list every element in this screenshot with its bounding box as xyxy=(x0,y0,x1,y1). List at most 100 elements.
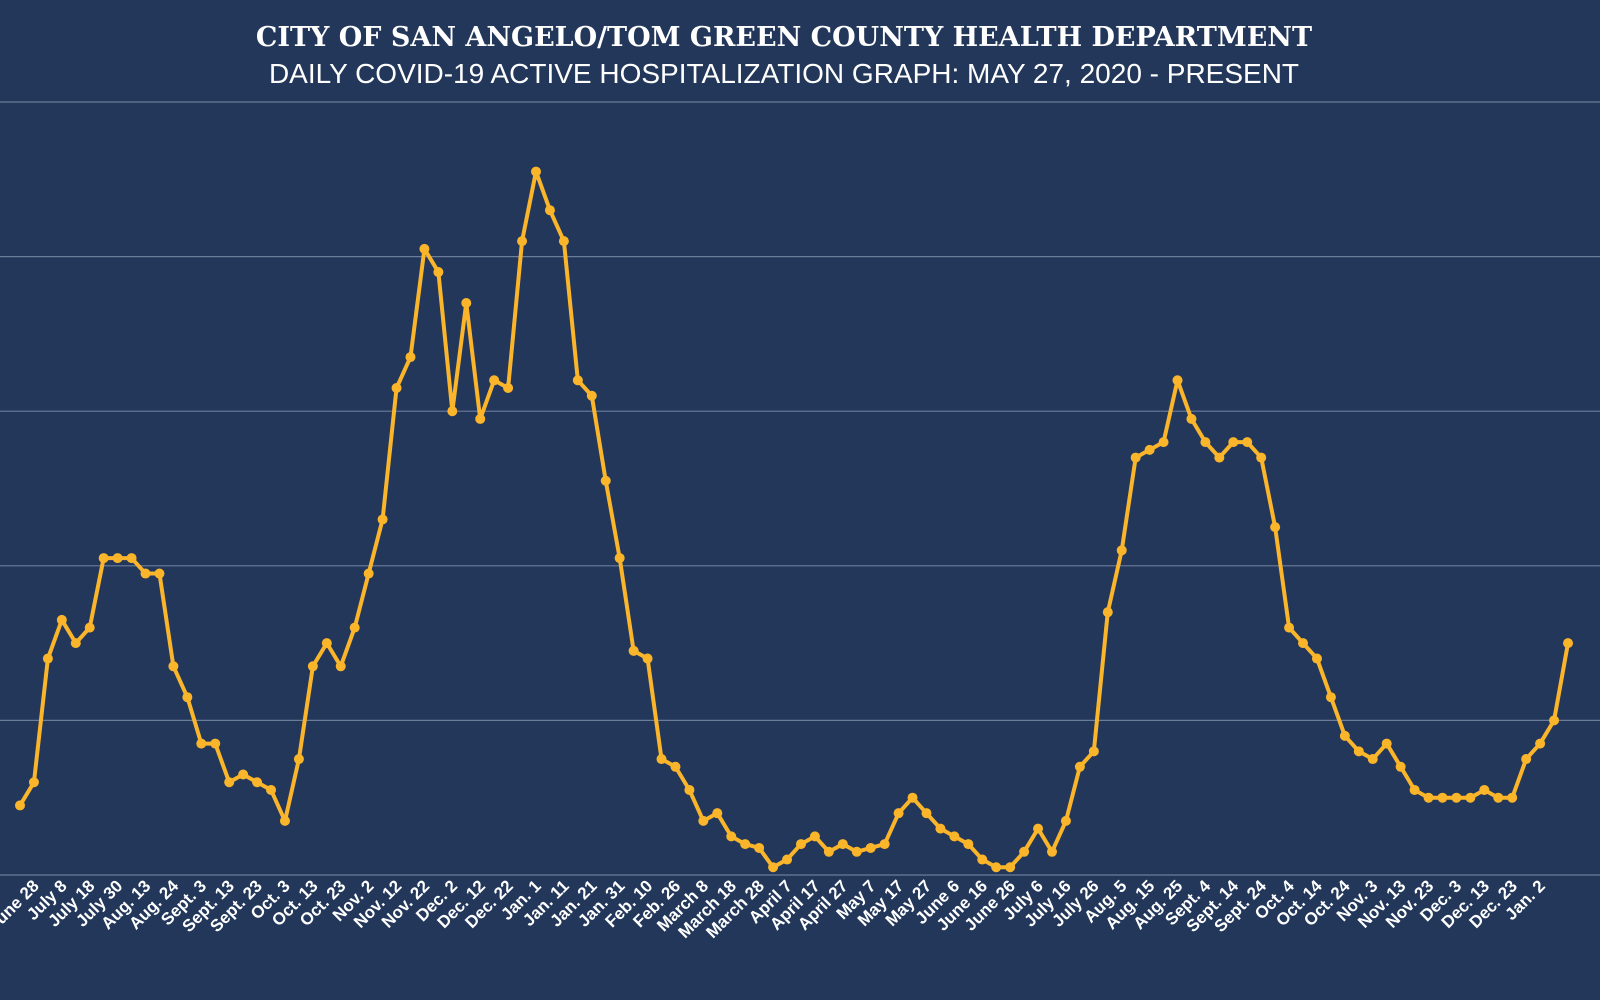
data-point xyxy=(503,383,514,394)
data-point xyxy=(795,839,806,850)
data-point xyxy=(196,738,207,749)
data-point xyxy=(1437,792,1448,803)
data-point xyxy=(768,862,779,873)
data-point xyxy=(642,653,653,664)
data-point xyxy=(1074,761,1085,772)
data-point xyxy=(1186,413,1197,424)
data-point xyxy=(461,297,472,308)
data-point xyxy=(1493,792,1504,803)
data-point xyxy=(865,842,876,853)
data-point xyxy=(684,784,695,795)
data-point xyxy=(1158,437,1169,448)
data-point xyxy=(140,568,151,579)
data-point xyxy=(1116,545,1127,556)
data-point xyxy=(1325,692,1336,703)
data-point xyxy=(1130,452,1141,463)
data-point xyxy=(1395,761,1406,772)
data-point xyxy=(809,831,820,842)
data-point xyxy=(1507,792,1518,803)
data-point xyxy=(126,553,137,564)
data-point xyxy=(98,553,109,564)
data-point xyxy=(475,413,486,424)
data-point xyxy=(1451,792,1462,803)
data-point xyxy=(1256,452,1267,463)
data-point xyxy=(1521,754,1532,765)
data-point xyxy=(56,614,67,625)
data-point xyxy=(1549,715,1560,726)
data-point xyxy=(1033,823,1044,834)
data-point xyxy=(851,846,862,857)
data-point xyxy=(1270,522,1281,533)
data-point xyxy=(1200,437,1211,448)
data-line xyxy=(18,169,1570,870)
data-point xyxy=(712,808,723,819)
data-point xyxy=(963,839,974,850)
data-point xyxy=(1339,730,1350,741)
data-point xyxy=(1563,638,1573,649)
data-point xyxy=(154,568,165,579)
data-point xyxy=(977,854,988,865)
data-point xyxy=(544,205,555,216)
data-point xyxy=(670,761,681,772)
data-point xyxy=(921,808,932,819)
data-point xyxy=(1005,862,1016,873)
data-point xyxy=(1423,792,1434,803)
data-point xyxy=(879,839,890,850)
data-point xyxy=(1102,607,1113,618)
data-point xyxy=(1214,452,1225,463)
data-point xyxy=(531,166,541,177)
data-point xyxy=(991,862,1002,873)
data-point xyxy=(726,831,737,842)
data-point xyxy=(1367,754,1378,765)
data-point xyxy=(224,777,235,788)
data-point xyxy=(1172,375,1183,386)
data-point xyxy=(1060,815,1071,826)
data-point xyxy=(572,375,583,386)
data-point xyxy=(489,375,500,386)
data-point xyxy=(837,839,848,850)
data-point xyxy=(782,854,793,865)
data-point xyxy=(558,236,569,247)
data-point xyxy=(112,553,123,564)
data-point xyxy=(907,792,918,803)
data-point xyxy=(266,784,277,795)
data-point xyxy=(433,267,444,278)
data-point xyxy=(293,754,304,765)
data-point xyxy=(279,815,290,826)
data-point xyxy=(1381,738,1392,749)
data-point xyxy=(614,553,625,564)
data-point xyxy=(321,638,332,649)
data-point xyxy=(1298,638,1309,649)
data-point xyxy=(15,800,25,811)
data-point xyxy=(70,638,81,649)
data-point xyxy=(252,777,263,788)
data-point xyxy=(586,390,597,401)
data-point xyxy=(893,808,904,819)
data-point xyxy=(1284,622,1295,633)
data-point xyxy=(935,823,946,834)
data-point xyxy=(405,352,416,363)
data-point xyxy=(419,243,430,254)
data-point xyxy=(210,738,221,749)
data-point xyxy=(1144,444,1155,455)
data-point xyxy=(1228,437,1239,448)
data-point xyxy=(949,831,960,842)
data-point xyxy=(335,661,346,672)
data-point xyxy=(1479,784,1490,795)
data-point xyxy=(1465,792,1476,803)
data-point xyxy=(740,839,751,850)
data-point xyxy=(1242,437,1253,448)
data-point xyxy=(754,842,765,853)
chart-subtitle: DAILY COVID-19 ACTIVE HOSPITALIZATION GR… xyxy=(269,58,1299,89)
data-point xyxy=(698,815,709,826)
chart-title: CITY OF SAN ANGELO/TOM GREEN COUNTY HEAL… xyxy=(256,22,1312,53)
data-point xyxy=(1353,746,1364,757)
data-point xyxy=(84,622,95,633)
data-point xyxy=(307,661,318,672)
data-point xyxy=(42,653,53,664)
data-point xyxy=(377,514,388,525)
data-point xyxy=(182,692,193,703)
data-point xyxy=(168,661,179,672)
